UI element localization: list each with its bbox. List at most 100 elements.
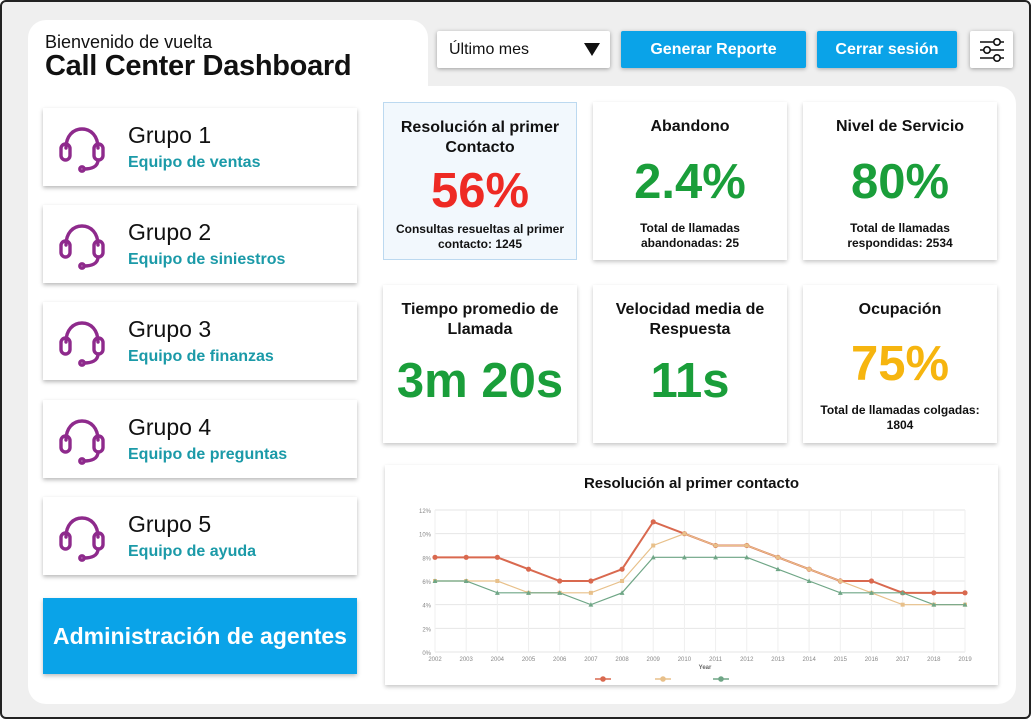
data-point bbox=[619, 590, 625, 595]
kpi-title: Velocidad media de Respuesta bbox=[615, 301, 765, 338]
group-name: Grupo 4 bbox=[128, 414, 212, 440]
chart-title: Resolución al primer contacto bbox=[583, 475, 800, 492]
y-tick-label: 8% bbox=[422, 556, 431, 562]
kpi-title: Abandono bbox=[650, 118, 730, 135]
data-point bbox=[650, 519, 656, 525]
data-point bbox=[494, 590, 500, 595]
line-chart: 0% 2% 4% 6% 8% 10% 12% 2002 2003 2004 2005 2006 2007… bbox=[419, 509, 972, 682]
data-point bbox=[682, 554, 687, 560]
data-point bbox=[432, 578, 438, 583]
data-point bbox=[557, 578, 563, 584]
data-point bbox=[588, 578, 594, 584]
data-point bbox=[962, 590, 968, 596]
kpi-detail: Total de llamadas respondidas: 2534 bbox=[847, 221, 953, 250]
welcome-text: Bienvenido de vuelta bbox=[45, 32, 213, 52]
x-tick-label: 2016 bbox=[865, 657, 879, 663]
kpi-detail: Total de llamadas colgadas: 1804 bbox=[820, 403, 980, 432]
data-point bbox=[619, 566, 625, 572]
data-point bbox=[682, 531, 687, 536]
data-point bbox=[651, 543, 656, 548]
group-name: Grupo 3 bbox=[128, 316, 212, 342]
kpi-service-level: Nivel de Servicio 80% Total de llamadas … bbox=[803, 102, 997, 260]
data-point bbox=[620, 579, 625, 583]
group-team: Equipo de siniestros bbox=[128, 251, 286, 268]
x-tick-label: 2013 bbox=[771, 657, 785, 663]
data-point bbox=[463, 578, 469, 583]
legend-dot bbox=[660, 676, 666, 682]
x-tick-label: 2003 bbox=[459, 657, 473, 663]
data-point bbox=[494, 554, 500, 560]
x-tick-label: 2008 bbox=[615, 657, 629, 663]
x-tick-label: 2014 bbox=[802, 657, 816, 663]
y-tick-label: 0% bbox=[422, 651, 431, 657]
logout-button[interactable]: Cerrar sesión bbox=[817, 31, 957, 68]
group-team: Equipo de ventas bbox=[128, 154, 261, 171]
kpi-avg-call-time: Tiempo promedio de Llamada 3m 20s bbox=[383, 285, 577, 443]
data-point bbox=[807, 567, 812, 572]
kpi-value: 56% bbox=[430, 164, 530, 218]
data-point bbox=[650, 554, 656, 560]
data-point bbox=[837, 590, 843, 595]
x-tick-label: 2010 bbox=[678, 657, 692, 663]
kpi-title: Ocupación bbox=[858, 301, 942, 318]
headset-icon bbox=[59, 127, 105, 173]
kpi-value: 80% bbox=[850, 155, 950, 209]
data-point bbox=[775, 555, 780, 560]
generate-report-button[interactable]: Generar Reporte bbox=[621, 31, 806, 68]
group-card-4[interactable]: Grupo 4 Equipo de preguntas bbox=[43, 400, 357, 478]
x-axis-label: Year bbox=[699, 665, 712, 671]
filter-settings-button[interactable] bbox=[970, 31, 1013, 68]
data-point bbox=[713, 554, 718, 560]
group-card-1[interactable]: Grupo 1 Equipo de ventas bbox=[43, 108, 357, 186]
group-card-2[interactable]: Grupo 2 Equipo de siniestros bbox=[43, 205, 357, 283]
x-tick-label: 2005 bbox=[522, 657, 536, 663]
y-tick-label: 6% bbox=[422, 580, 431, 586]
period-select[interactable]: Último mes bbox=[437, 31, 610, 68]
data-point bbox=[931, 602, 937, 607]
data-point bbox=[525, 566, 532, 572]
kpi-detail: Consultas resueltas al primer contacto: … bbox=[395, 222, 565, 251]
data-point bbox=[931, 590, 937, 596]
x-tick-label: 2007 bbox=[584, 657, 598, 663]
agent-admin-button[interactable]: Administración de agentes bbox=[43, 598, 357, 674]
group-card-3[interactable]: Grupo 3 Equipo de finanzas bbox=[43, 302, 357, 380]
kpi-first-contact-resolution: Resolución al primer Contacto 56% Consul… bbox=[383, 102, 577, 260]
headset-icon bbox=[59, 321, 105, 367]
data-point bbox=[962, 602, 968, 607]
x-tick-label: 2009 bbox=[647, 657, 661, 663]
kpi-detail: Total de llamadas abandonadas: 25 bbox=[640, 221, 740, 250]
x-tick-label: 2019 bbox=[958, 657, 972, 663]
x-tick-label: 2017 bbox=[896, 657, 910, 663]
headset-icon bbox=[59, 516, 105, 562]
x-tick-label: 2002 bbox=[428, 657, 442, 663]
data-point bbox=[588, 602, 594, 607]
kpi-title: Resolución al primer Contacto bbox=[400, 119, 560, 156]
y-tick-label: 4% bbox=[422, 604, 431, 610]
data-point bbox=[432, 554, 438, 560]
group-name: Grupo 5 bbox=[128, 511, 212, 537]
data-point bbox=[775, 566, 781, 572]
legend-dot bbox=[718, 676, 724, 682]
x-tick-label: 2015 bbox=[834, 657, 848, 663]
chevron-down-icon bbox=[584, 43, 600, 56]
data-point bbox=[495, 579, 500, 583]
data-point bbox=[463, 554, 469, 560]
series-line-3 bbox=[435, 556, 965, 606]
data-point bbox=[900, 602, 905, 607]
group-team: Equipo de preguntas bbox=[128, 446, 288, 463]
sliders-icon bbox=[979, 37, 1004, 62]
group-card-5[interactable]: Grupo 5 Equipo de ayuda bbox=[43, 497, 357, 575]
data-point bbox=[900, 590, 906, 595]
data-point bbox=[713, 543, 718, 548]
data-point bbox=[806, 578, 812, 583]
series-line-2 bbox=[435, 533, 965, 606]
kpi-value: 2.4% bbox=[634, 155, 746, 209]
x-tick-label: 2006 bbox=[553, 657, 567, 663]
data-point bbox=[744, 554, 750, 560]
kpi-value: 11s bbox=[650, 354, 730, 408]
group-name: Grupo 1 bbox=[128, 122, 212, 148]
kpi-value: 3m 20s bbox=[396, 354, 564, 408]
kpi-avg-answer-speed: Velocidad media de Respuesta 11s bbox=[593, 285, 787, 443]
x-tick-label: 2012 bbox=[740, 657, 754, 663]
